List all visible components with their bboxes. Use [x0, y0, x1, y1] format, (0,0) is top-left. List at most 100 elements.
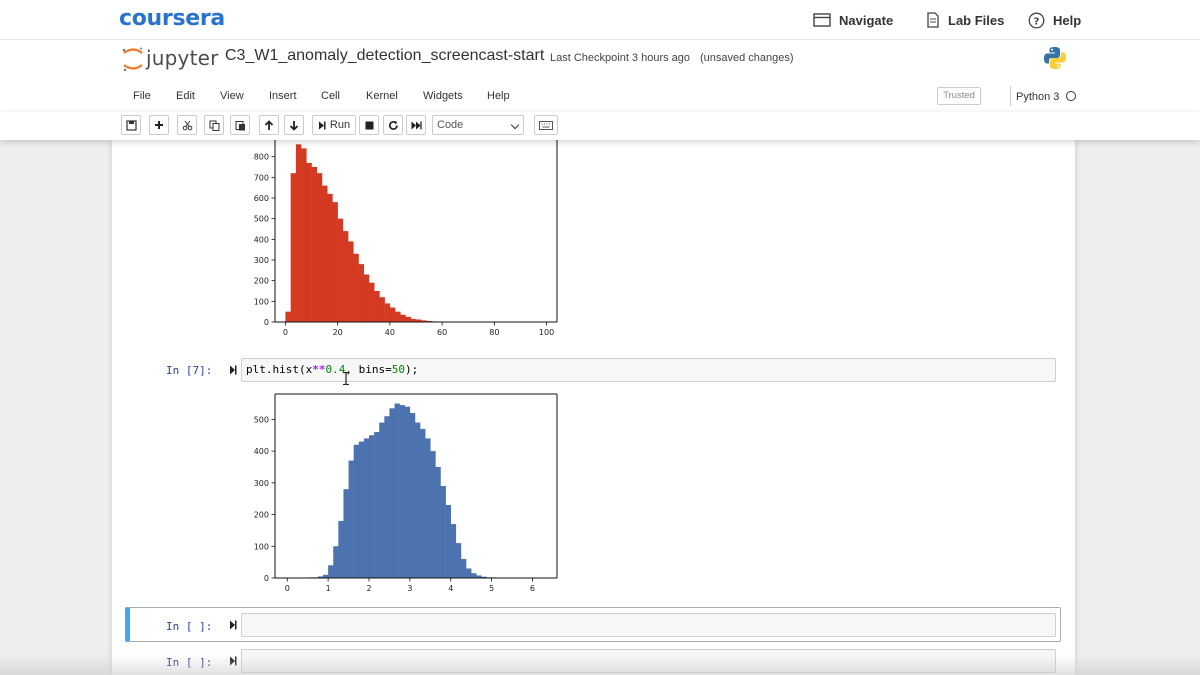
run-cell-icon[interactable]: [229, 365, 237, 375]
last-checkpoint: Last Checkpoint 3 hours ago: [550, 52, 691, 64]
plus-icon: [155, 121, 163, 129]
menu-view[interactable]: View: [220, 90, 244, 102]
stop-icon: [365, 121, 373, 129]
empty-cell-2-input[interactable]: [241, 649, 1056, 673]
lab-files-button[interactable]: Lab Files: [926, 10, 1004, 30]
histogram-bar: [425, 438, 431, 578]
y-tick-label: 200: [254, 277, 269, 286]
histogram-bar: [374, 291, 380, 322]
x-tick-label: 60: [437, 328, 447, 337]
y-tick-label: 200: [254, 511, 269, 520]
histogram-bar: [466, 568, 472, 578]
move-up-button[interactable]: [259, 115, 279, 135]
cell7-prompt: In [7]:: [166, 364, 213, 377]
histogram-bar: [338, 520, 344, 578]
x-tick-label: 40: [385, 328, 395, 337]
fast-forward-icon: [411, 121, 422, 129]
histogram-bar: [363, 274, 370, 322]
run-button[interactable]: Run: [312, 115, 356, 135]
histogram-bar: [369, 282, 375, 322]
notebook-title[interactable]: C3_W1_anomaly_detection_screencast-start: [225, 47, 545, 64]
code-number: 0.4: [325, 363, 346, 376]
move-down-button[interactable]: [284, 115, 304, 135]
menu-cell[interactable]: Cell: [321, 90, 340, 102]
restart-run-all-button[interactable]: [406, 115, 426, 135]
trusted-indicator[interactable]: Trusted: [937, 87, 981, 105]
window-icon: [813, 13, 831, 27]
cell-type-select[interactable]: Code: [432, 115, 524, 135]
chart-red-histogram: 0 20 40 60 80 100 0 100 200 300 400 500 600 700 800: [254, 140, 558, 337]
cell7-code-input[interactable]: plt.hist(x**0.4, bins=50);: [241, 358, 1056, 382]
lab-files-label: Lab Files: [948, 12, 1005, 28]
x-tick-label: 80: [489, 328, 499, 337]
histogram-bar: [430, 451, 436, 578]
histogram-bar: [342, 231, 349, 322]
menu-kernel[interactable]: Kernel: [366, 90, 398, 102]
arrow-down-icon: [289, 120, 299, 131]
paste-button[interactable]: [230, 115, 250, 135]
y-tick-label: 400: [254, 235, 269, 244]
histogram-bar: [395, 311, 401, 322]
coursera-logo[interactable]: coursera: [119, 6, 225, 31]
histogram-bar: [400, 314, 406, 322]
menu-widgets[interactable]: Widgets: [423, 90, 463, 102]
run-cell-icon[interactable]: [229, 620, 237, 630]
histogram-bar: [311, 167, 318, 322]
x-tick-label: 4: [448, 584, 453, 593]
y-tick-label: 300: [254, 479, 269, 488]
histogram-bar: [374, 432, 380, 578]
scissors-icon: [182, 120, 192, 130]
y-tick-label: 500: [254, 415, 269, 424]
menu-insert[interactable]: Insert: [269, 90, 297, 102]
histogram-bar: [481, 576, 487, 578]
copy-button[interactable]: [204, 115, 224, 135]
unsaved-changes: (unsaved changes): [700, 52, 794, 64]
cut-button[interactable]: [177, 115, 197, 135]
histogram-bar: [384, 416, 390, 578]
help-label: Help: [1053, 12, 1082, 28]
menu-file[interactable]: File: [133, 90, 151, 102]
save-button[interactable]: [121, 115, 141, 135]
menu-help[interactable]: Help: [487, 90, 510, 102]
histogram-bar: [348, 241, 354, 322]
svg-text:?: ?: [1034, 16, 1040, 27]
x-tick-label: 6: [530, 584, 535, 593]
insert-cell-button[interactable]: [149, 115, 169, 135]
histogram-bar: [384, 303, 391, 322]
histogram-bar: [323, 574, 329, 578]
histogram-bar: [327, 193, 333, 322]
histogram-bar: [301, 148, 307, 322]
x-tick-label: 5: [489, 584, 494, 593]
histogram-bar: [290, 173, 297, 322]
histogram-bar: [426, 320, 432, 322]
histogram-bar: [316, 173, 323, 322]
run-cell-icon[interactable]: [229, 656, 237, 666]
selected-cell[interactable]: [125, 607, 1061, 642]
histogram-bar: [389, 307, 396, 322]
jupyter-logo-text[interactable]: jupyter: [146, 46, 219, 70]
code-segment: , bins=: [345, 363, 392, 376]
histogram-bar: [471, 573, 477, 578]
refresh-icon: [388, 120, 398, 130]
y-tick-label: 100: [254, 542, 269, 551]
kernel-separator: [1010, 86, 1011, 106]
chart-blue-histogram: 0 1 2 3 4 5 6 0 100 200 300 400 500: [254, 393, 558, 593]
histogram-bar: [404, 406, 411, 578]
histogram-bar: [306, 162, 312, 322]
chevron-down-icon: [510, 120, 520, 130]
y-tick-label: 0: [264, 574, 269, 583]
kernel-name[interactable]: Python 3: [1016, 91, 1060, 103]
interrupt-button[interactable]: [359, 115, 379, 135]
menu-edit[interactable]: Edit: [176, 90, 195, 102]
help-button[interactable]: ? Help: [1028, 10, 1081, 30]
y-tick-label: 300: [254, 256, 269, 265]
y-tick-label: 0: [264, 318, 269, 327]
navigate-button[interactable]: Navigate: [813, 10, 893, 30]
histogram-bar: [414, 422, 421, 578]
empty-cell-1-input[interactable]: [241, 613, 1056, 637]
jupyter-logo-icon[interactable]: [121, 46, 145, 72]
restart-button[interactable]: [383, 115, 403, 135]
save-icon: [125, 119, 137, 131]
y-tick-label: 700: [254, 173, 269, 182]
command-palette-button[interactable]: [534, 115, 558, 135]
